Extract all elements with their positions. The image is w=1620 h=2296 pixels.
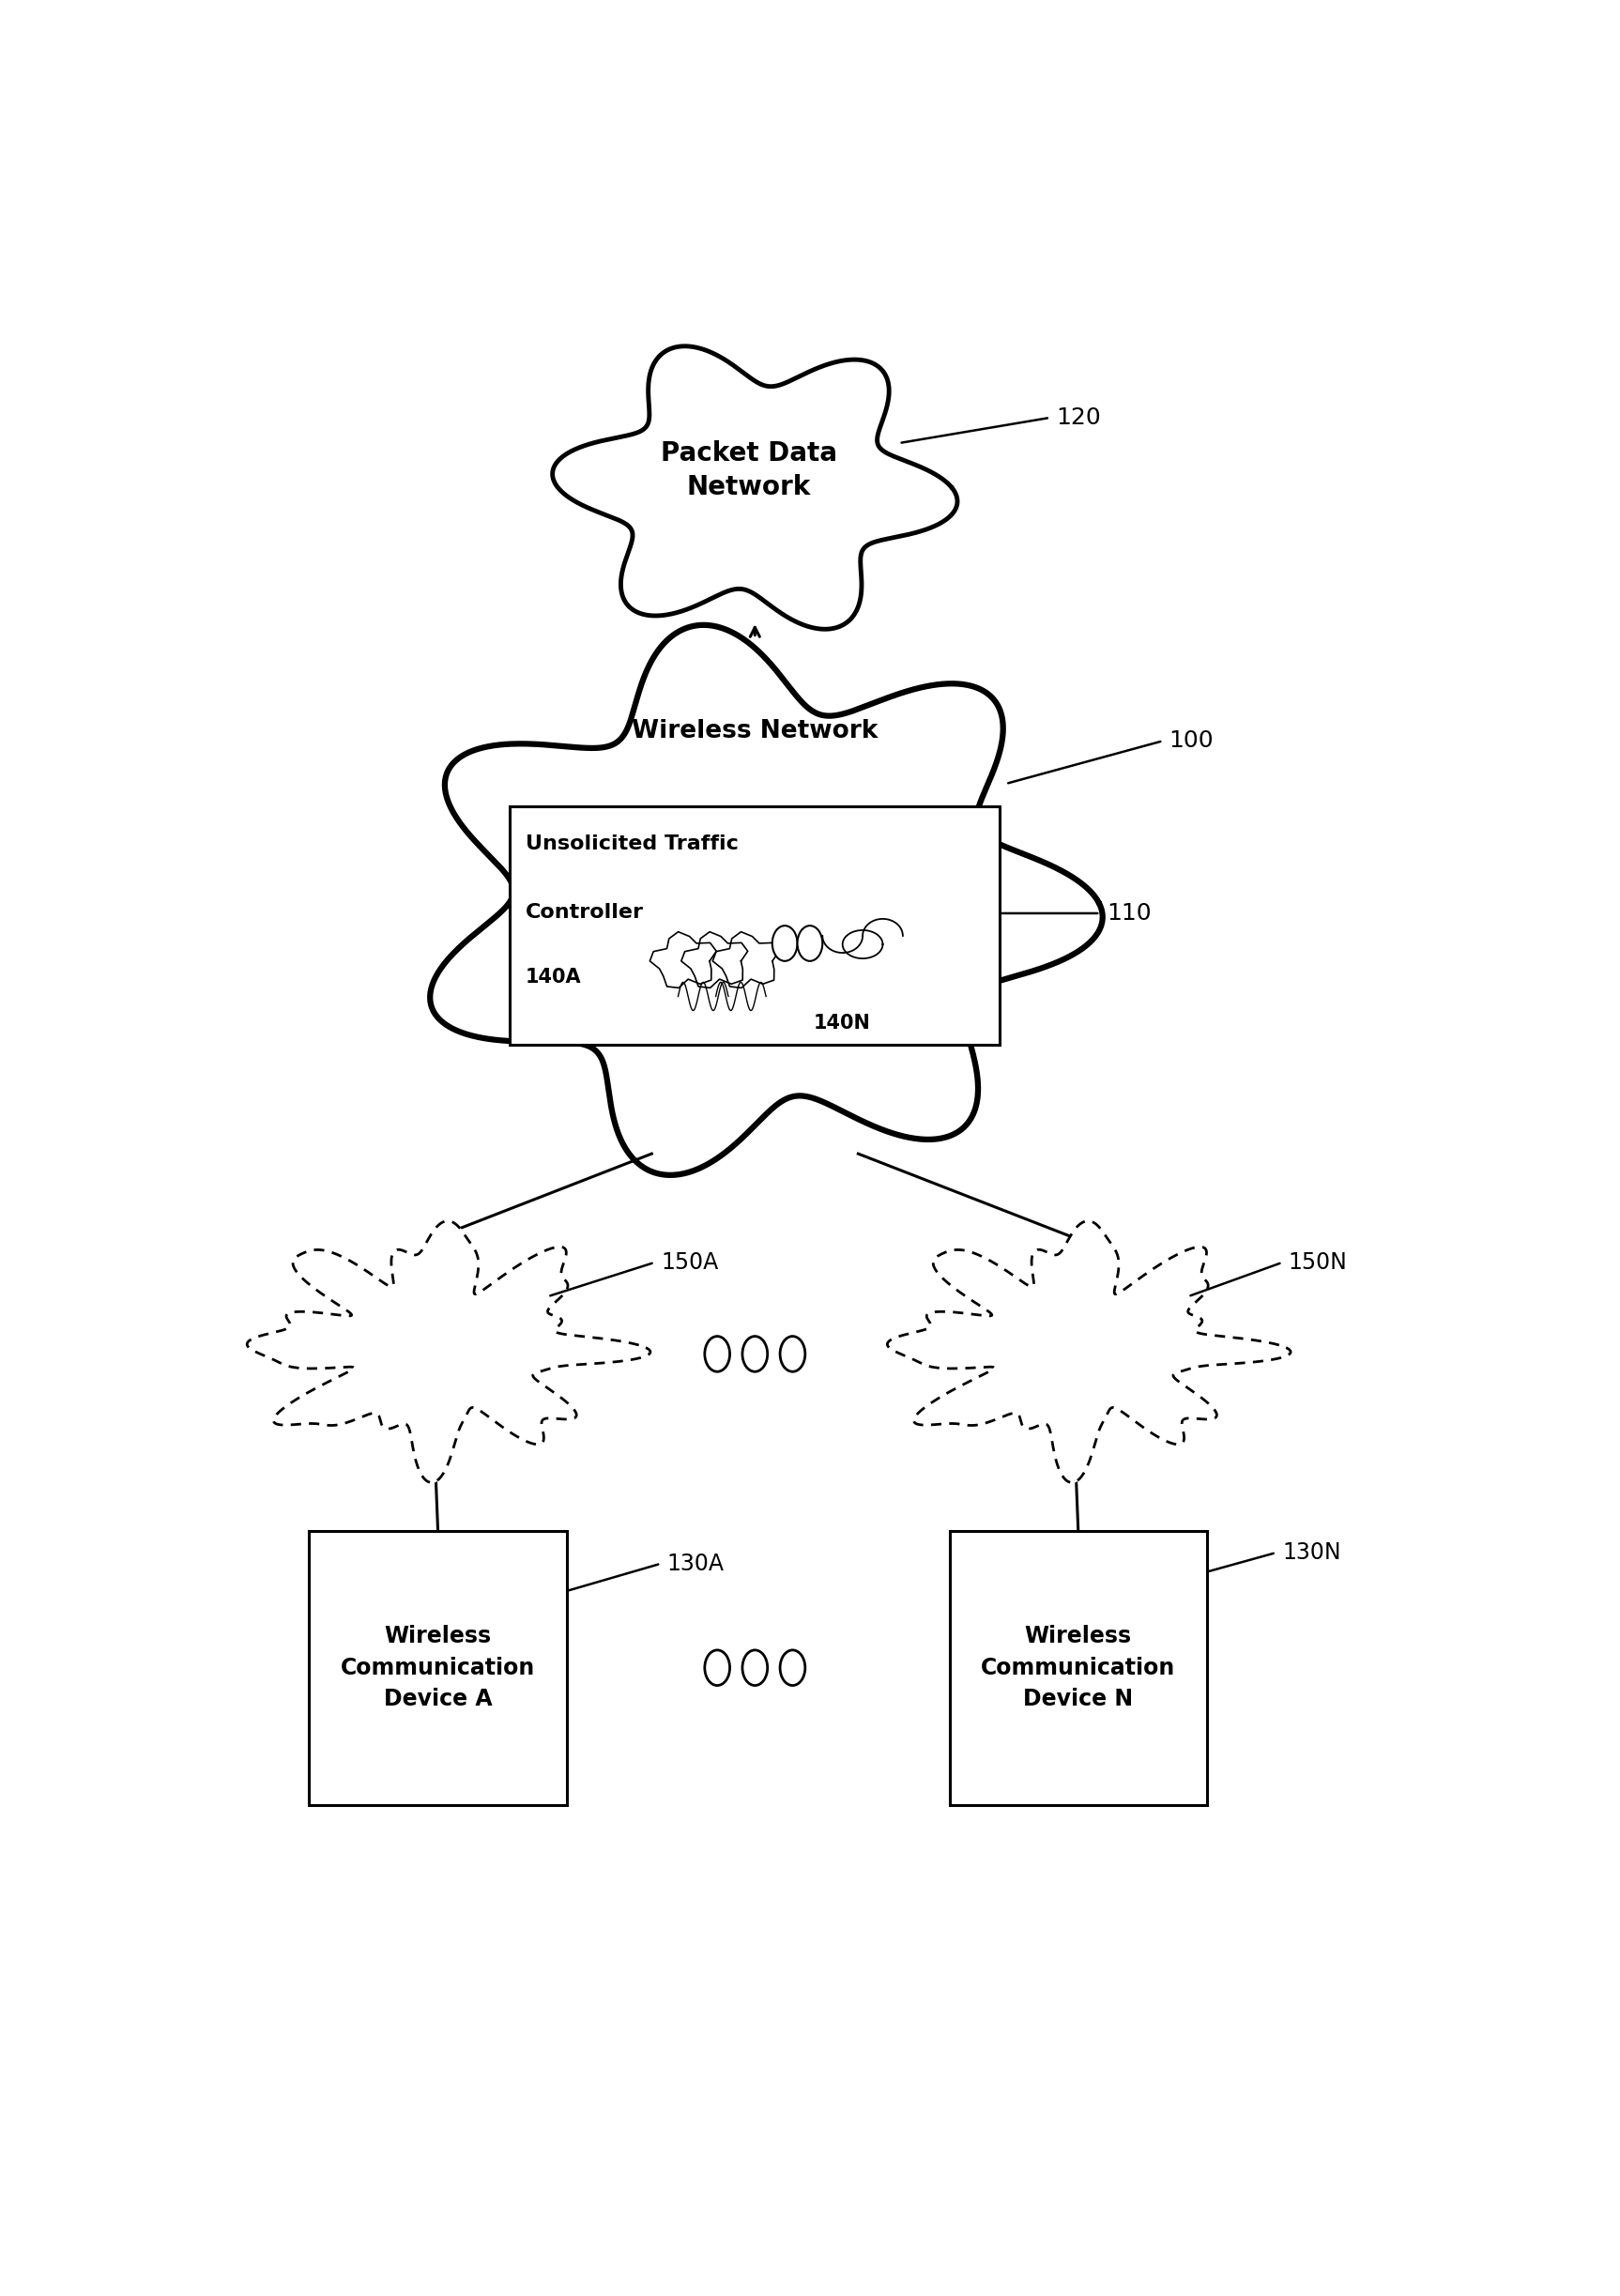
- Text: 150A: 150A: [661, 1251, 718, 1274]
- Circle shape: [705, 1336, 729, 1371]
- Bar: [510, 806, 1000, 1045]
- Text: Wireless
Communication
Device A: Wireless Communication Device A: [340, 1626, 535, 1711]
- Circle shape: [742, 1336, 768, 1371]
- Circle shape: [742, 1651, 768, 1685]
- Text: 140A: 140A: [525, 969, 582, 987]
- Polygon shape: [246, 1221, 650, 1483]
- Text: 130N: 130N: [1283, 1541, 1341, 1564]
- Circle shape: [781, 1651, 805, 1685]
- Text: 150N: 150N: [1288, 1251, 1348, 1274]
- Text: 130A: 130A: [667, 1552, 724, 1575]
- Text: 140N: 140N: [813, 1015, 872, 1033]
- Text: Controller: Controller: [525, 902, 643, 923]
- Text: Wireless
Communication
Device N: Wireless Communication Device N: [982, 1626, 1176, 1711]
- Polygon shape: [552, 347, 957, 629]
- Text: 120: 120: [1056, 406, 1102, 429]
- Polygon shape: [888, 1221, 1291, 1483]
- Circle shape: [773, 925, 797, 962]
- Circle shape: [797, 925, 823, 962]
- Bar: [309, 1531, 567, 1805]
- Circle shape: [781, 1336, 805, 1371]
- Text: Packet Data
Network: Packet Data Network: [661, 441, 838, 501]
- Text: 100: 100: [1170, 730, 1213, 753]
- Text: Unsolicited Traffic: Unsolicited Traffic: [525, 833, 739, 852]
- Text: Wireless Network: Wireless Network: [632, 719, 878, 744]
- Text: 110: 110: [1106, 902, 1152, 925]
- Circle shape: [705, 1651, 729, 1685]
- Bar: [949, 1531, 1207, 1805]
- Polygon shape: [429, 625, 1103, 1176]
